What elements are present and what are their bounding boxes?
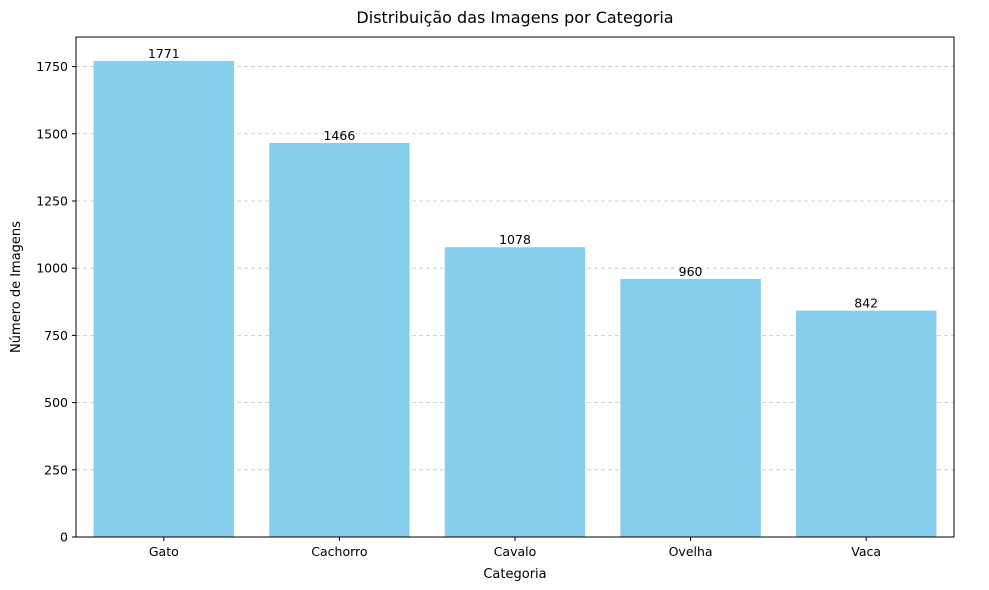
bar-cavalo [444,247,586,537]
bar-ovelha [620,278,761,537]
data-labels: 1771 1466 1078 960 842 [148,46,878,311]
x-tick-label: Ovelha [669,544,713,559]
y-axis-ticks: 0 250 500 750 1000 1250 1500 1750 [36,59,76,545]
data-label: 960 [679,264,703,279]
x-axis-ticks: Gato Cachorro Cavalo Ovelha Vaca [149,537,881,559]
y-tick-label: 1000 [36,261,68,276]
y-tick-label: 1750 [36,59,68,74]
x-tick-label: Gato [149,544,179,559]
data-label: 1078 [499,232,531,247]
x-tick-label: Cachorro [311,544,367,559]
y-tick-label: 1500 [36,126,68,141]
bar-cachorro [269,142,410,537]
bars [93,60,937,537]
y-tick-label: 750 [44,328,68,343]
chart-title: Distribuição das Imagens por Categoria [356,8,673,27]
y-tick-label: 0 [60,530,68,545]
y-tick-label: 1250 [36,193,68,208]
bar-gato [93,60,235,537]
x-tick-label: Cavalo [494,544,537,559]
data-label: 1771 [148,46,180,61]
y-tick-label: 250 [44,462,68,477]
x-tick-label: Vaca [851,544,881,559]
bar-vaca [795,310,937,537]
data-label: 842 [854,296,878,311]
y-tick-label: 500 [44,395,68,410]
data-label: 1466 [323,128,355,143]
y-axis-label: Número de Imagens [9,221,24,353]
x-axis-label: Categoria [483,567,546,582]
